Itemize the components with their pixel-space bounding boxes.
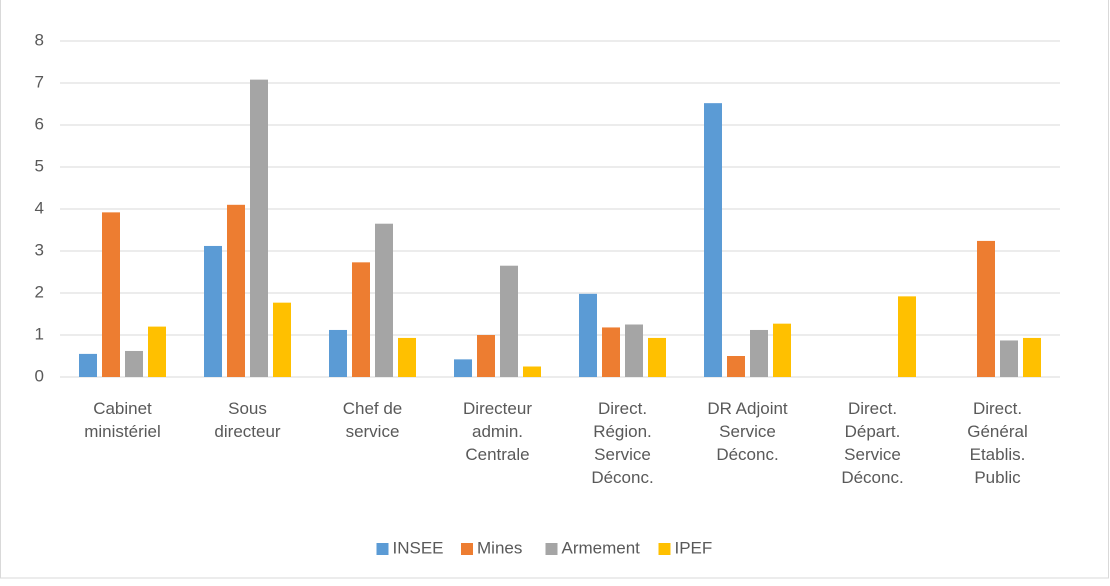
y-tick-label: 6 (35, 114, 44, 133)
bar (602, 327, 620, 377)
y-tick-label: 4 (35, 198, 44, 217)
bar (227, 204, 245, 377)
legend-swatch (658, 543, 671, 555)
bar (977, 240, 995, 377)
x-tick-label: Cabinet ministériel (84, 399, 161, 441)
legend-label: Mines (477, 538, 522, 557)
bar (500, 265, 518, 377)
bar (250, 79, 268, 377)
bar (625, 324, 643, 377)
x-tick-label: Direct. Général Etablis. Public (967, 399, 1027, 487)
legend-label: IPEF (675, 538, 713, 557)
bar (79, 353, 97, 377)
bar (727, 356, 745, 377)
bar (1023, 337, 1041, 377)
y-tick-label: 8 (35, 30, 44, 49)
bar (352, 262, 370, 377)
x-tick-label: Direct. Départ. Service Déconc. (841, 399, 903, 487)
bar (750, 329, 768, 377)
bar (1000, 340, 1018, 377)
x-tick-label: Directeur admin. Centrale (463, 399, 532, 464)
bar (375, 223, 393, 377)
y-tick-label: 2 (35, 282, 44, 301)
legend-swatch (376, 543, 389, 555)
bar (454, 359, 472, 377)
bar (273, 302, 291, 377)
x-tick-label: Direct. Région. Service Déconc. (591, 399, 653, 487)
x-tick-label: Chef de service (343, 399, 403, 441)
bar (125, 350, 143, 377)
bar (398, 337, 416, 377)
bar (477, 335, 495, 377)
x-tick-label: Sous directeur (214, 399, 280, 441)
legend-swatch (545, 543, 558, 555)
bar (579, 293, 597, 377)
y-tick-label: 5 (35, 156, 44, 175)
y-tick-label: 0 (35, 366, 44, 385)
bar (773, 323, 791, 377)
bar (898, 296, 916, 377)
y-tick-label: 7 (35, 72, 44, 91)
bar (704, 103, 722, 377)
legend-label: INSEE (393, 538, 444, 557)
bar (523, 366, 541, 377)
bar (329, 329, 347, 377)
x-tick-label: DR Adjoint Service Déconc. (707, 399, 788, 464)
bar (648, 337, 666, 377)
bar (148, 326, 166, 377)
y-tick-label: 3 (35, 240, 44, 259)
legend-swatch (461, 543, 473, 555)
legend-label: Armement (562, 538, 641, 557)
bar (102, 212, 120, 377)
bar (204, 245, 222, 377)
y-tick-label: 1 (35, 324, 44, 343)
